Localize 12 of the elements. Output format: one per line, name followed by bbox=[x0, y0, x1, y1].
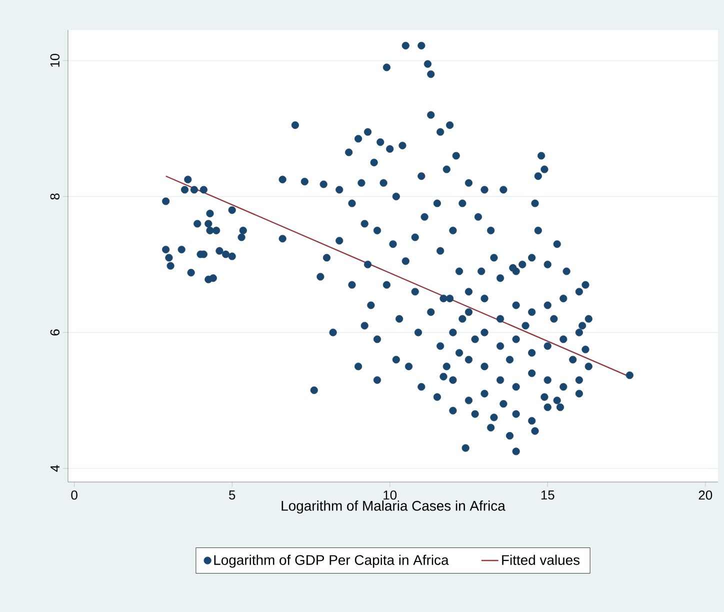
y-tick-label: 6 bbox=[50, 329, 60, 336]
y-tick-label: 4 bbox=[50, 465, 60, 472]
x-tick-label: 20 bbox=[698, 490, 712, 500]
y-tick-label: 10 bbox=[50, 54, 60, 67]
legend-label: Fitted values bbox=[502, 554, 580, 565]
y-tick-label: 8 bbox=[50, 193, 60, 200]
x-axis-title: Logarithm of Malaria Cases in Africa bbox=[282, 500, 506, 514]
legend-label: Logarithm of GDP Per Capita in Africa bbox=[214, 554, 449, 568]
x-tick-label: 15 bbox=[541, 490, 554, 500]
x-tick-label: 0 bbox=[71, 490, 78, 500]
x-tick-label: 10 bbox=[384, 490, 397, 500]
x-tick-label: 5 bbox=[228, 490, 236, 500]
